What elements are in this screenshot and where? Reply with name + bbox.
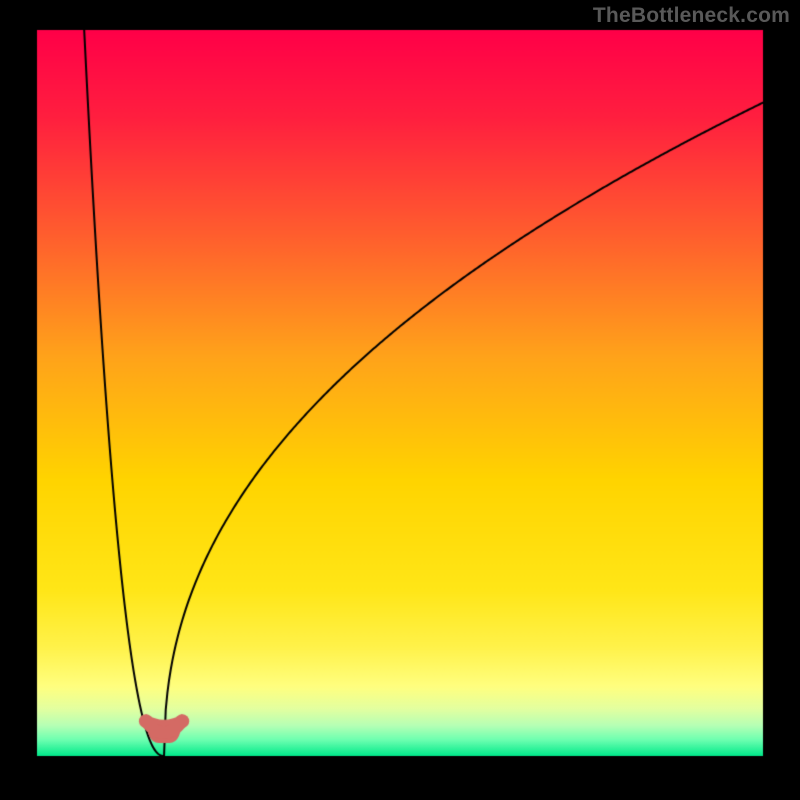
bottleneck-chart: [0, 0, 800, 800]
chart-stage: TheBottleneck.com: [0, 0, 800, 800]
watermark-label: TheBottleneck.com: [593, 4, 790, 28]
